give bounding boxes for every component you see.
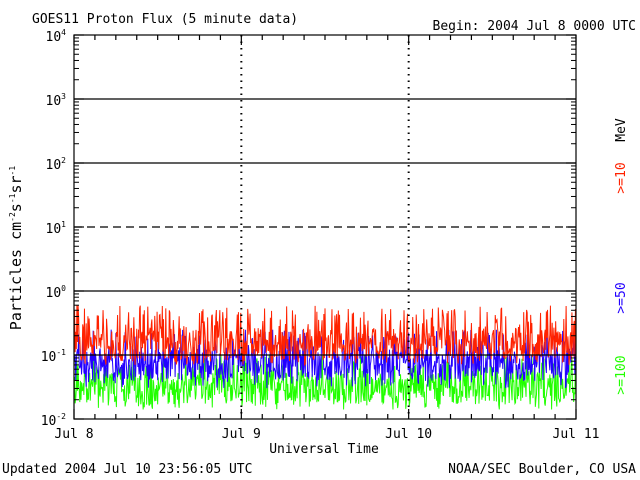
series-line bbox=[73, 305, 577, 367]
series-layer bbox=[73, 305, 577, 410]
y-axis-ticks: 10-2 10-1 100 101 102 103 104 bbox=[41, 28, 576, 429]
y-tick-label: 104 bbox=[46, 28, 67, 45]
y-tick-label: 10-2 bbox=[41, 412, 66, 429]
y-tick-label: 103 bbox=[46, 92, 67, 109]
begin-time: Begin: 2004 Jul 8 0000 UTC bbox=[433, 19, 637, 34]
y-tick-label: 101 bbox=[46, 220, 67, 237]
chart-title: GOES11 Proton Flux (5 minute data) bbox=[32, 12, 298, 27]
updated-timestamp: Updated 2004 Jul 10 23:56:05 UTC bbox=[2, 462, 252, 477]
series-line bbox=[73, 329, 577, 389]
legend-entry: >=10 bbox=[614, 162, 629, 193]
x-tick-label: Jul 11 bbox=[553, 427, 600, 442]
y-axis-label: Particles cm-2s-1sr-1 bbox=[7, 166, 25, 331]
source-credit: NOAA/SEC Boulder, CO USA bbox=[448, 462, 636, 477]
legend-entry: >=100 bbox=[614, 355, 629, 394]
y-tick-label: 10-1 bbox=[41, 348, 66, 365]
x-axis-ticks: Jul 8 Jul 9 Jul 10 Jul 11 bbox=[54, 35, 599, 442]
y-tick-label: 102 bbox=[46, 156, 67, 173]
legend-entry: >=50 bbox=[614, 282, 629, 313]
x-axis-label: Universal Time bbox=[269, 442, 379, 457]
threshold-lines bbox=[74, 35, 576, 419]
legend-unit: MeV bbox=[614, 118, 629, 142]
y-tick-label: 100 bbox=[46, 284, 67, 301]
x-tick-label: Jul 8 bbox=[54, 427, 93, 442]
legend: MeV >=10 >=50 >=100 bbox=[614, 118, 629, 394]
x-tick-label: Jul 9 bbox=[222, 427, 261, 442]
x-tick-label: Jul 10 bbox=[385, 427, 432, 442]
